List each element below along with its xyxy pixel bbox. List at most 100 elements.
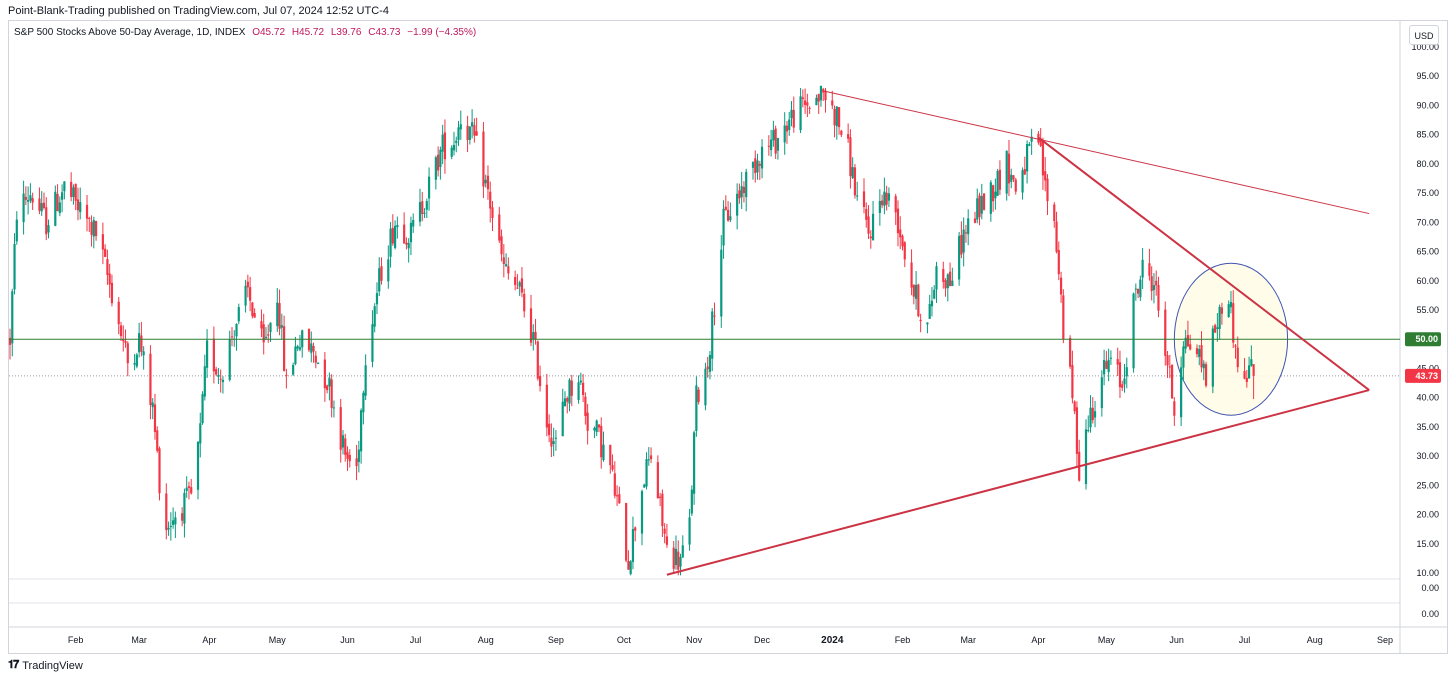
candle-body [1055, 221, 1058, 252]
candle-body [770, 139, 773, 150]
candle-body [101, 234, 104, 250]
candle-body [994, 191, 997, 199]
candle-body [1152, 285, 1156, 291]
candle-down [1078, 439, 1081, 482]
candle-body [835, 106, 838, 127]
candle-down [1150, 266, 1153, 301]
candle-body [298, 347, 302, 350]
candle-body [1132, 293, 1135, 369]
candle-body [1007, 153, 1011, 184]
candle-body [760, 146, 764, 169]
level-badge-label: 50.00 [1415, 334, 1438, 344]
candle-down [405, 237, 408, 250]
candle-body [212, 338, 215, 372]
candle-body [117, 301, 120, 325]
candle-body [815, 97, 818, 106]
candle-body [681, 545, 684, 558]
candle-up [425, 198, 428, 219]
candle-up [1021, 167, 1024, 200]
candle-body [94, 220, 98, 237]
candle-body [837, 107, 841, 128]
candle-body [1184, 337, 1187, 349]
x-tick-label: Sep [548, 635, 564, 645]
candle-body [869, 236, 872, 239]
candle-up [1100, 370, 1103, 417]
x-tick-label: Oct [617, 635, 632, 645]
candle-body [357, 449, 360, 463]
candle-body [486, 175, 490, 190]
candle-down [611, 454, 614, 472]
candle-body [1189, 344, 1192, 350]
candle-down [665, 523, 669, 548]
candle-body [1059, 277, 1063, 295]
candle-body [1107, 359, 1110, 373]
candle-body [90, 221, 93, 235]
candle-down [767, 135, 770, 156]
x-tick-label: Apr [202, 635, 216, 645]
candle-down [1091, 397, 1094, 424]
currency-button[interactable]: USD [1409, 25, 1439, 45]
candle-up [647, 447, 650, 466]
candle-up [364, 354, 367, 401]
footer-brand[interactable]: 𝟏𝟕 TradingView [8, 659, 83, 672]
candle-body [119, 325, 123, 337]
candle-body [1116, 359, 1119, 365]
candle-body [1041, 141, 1045, 176]
candle-down [536, 340, 539, 381]
candle-body [697, 389, 700, 402]
candle-up [756, 153, 759, 180]
candle-body [930, 300, 934, 307]
candle-body [276, 302, 279, 327]
candle-up [878, 189, 881, 226]
y-tick-label: 70.00 [1416, 217, 1439, 227]
candle-body [1218, 306, 1221, 329]
candle-body [584, 396, 587, 416]
candle-up [11, 288, 14, 357]
candle-up [552, 427, 555, 457]
candle-up [133, 354, 136, 371]
candle-body [1164, 309, 1167, 356]
candle-down [380, 257, 383, 285]
candle-up [196, 441, 200, 500]
candle-body [885, 192, 888, 205]
candle-body [663, 528, 666, 534]
candle-body [713, 315, 716, 317]
candle-body [328, 377, 331, 387]
candle-body [516, 287, 519, 289]
candle-body [928, 304, 931, 319]
candle-up [926, 322, 929, 334]
candle-body [706, 366, 709, 370]
candle-down [862, 178, 866, 214]
candle-down [896, 200, 900, 247]
candle-down [165, 483, 168, 540]
x-tick-label: May [269, 635, 287, 645]
candle-body [278, 303, 281, 329]
last-price-badge: 43.73 [1405, 368, 1441, 383]
candle-down [1157, 276, 1160, 318]
candle-body [437, 154, 440, 171]
candle-up [135, 352, 138, 369]
candle-down [466, 115, 469, 153]
sub-pane-tick-label: 0.00 [1421, 609, 1439, 619]
candle-body [767, 145, 770, 147]
candle-down [1007, 139, 1011, 197]
candle-body [425, 201, 428, 210]
candle-body [1062, 295, 1065, 340]
y-tick-label: 80.00 [1416, 159, 1439, 169]
candle-up [1028, 142, 1031, 147]
candle-up [951, 267, 954, 287]
candle-up [690, 485, 693, 516]
candle-body [1071, 365, 1074, 399]
candle-down [122, 325, 125, 352]
candle-body [566, 398, 569, 402]
candle-up [1109, 350, 1113, 365]
candle-body [982, 193, 986, 210]
candle-body [407, 242, 410, 249]
candle-body [58, 202, 61, 214]
candle-up [568, 378, 571, 412]
candle-body [1139, 279, 1142, 298]
candle-body [165, 493, 168, 531]
candle-down [246, 274, 249, 298]
candle-body [215, 369, 218, 375]
